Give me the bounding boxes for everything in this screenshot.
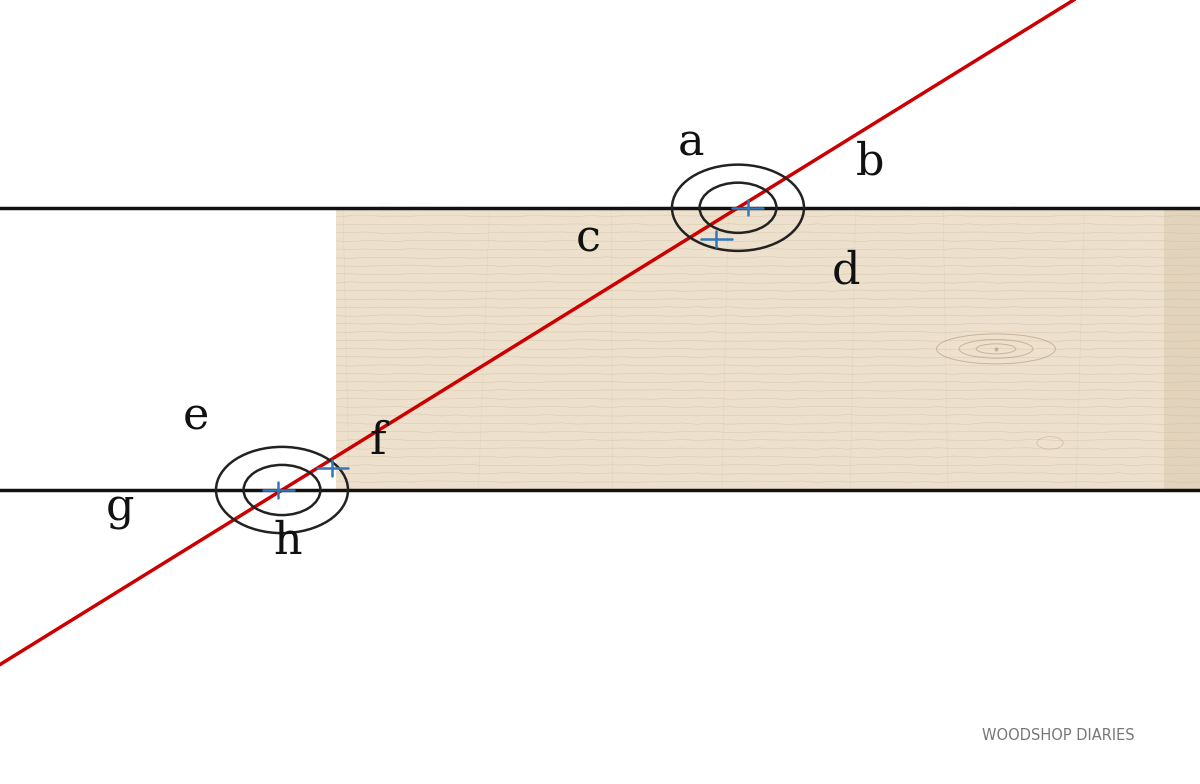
Text: e: e	[182, 395, 209, 439]
Text: f: f	[370, 419, 386, 463]
Text: a: a	[678, 121, 704, 165]
Text: WOODSHOP DIARIES: WOODSHOP DIARIES	[982, 728, 1135, 743]
Text: b: b	[856, 140, 884, 184]
Text: h: h	[274, 519, 302, 563]
Text: c: c	[576, 217, 600, 261]
Text: g: g	[106, 486, 134, 530]
Polygon shape	[336, 208, 1200, 490]
Text: d: d	[832, 249, 860, 292]
Polygon shape	[1164, 208, 1200, 490]
